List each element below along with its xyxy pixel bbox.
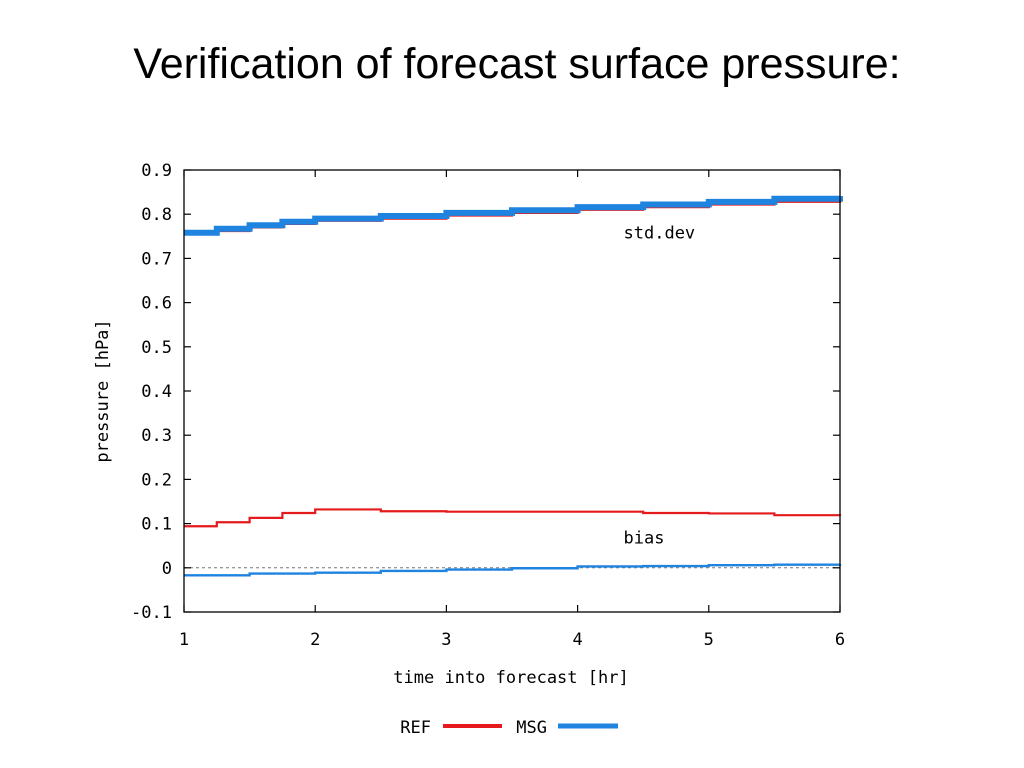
y-tick-label: 0.6	[141, 294, 172, 314]
series-line-bias-ref	[184, 508, 842, 528]
y-axis-label: pressure [hPa]	[93, 319, 113, 462]
x-axis-label: time into forecast [hr]	[393, 668, 628, 688]
y-tick-label: 0	[162, 559, 172, 579]
y-tick-label: -0.1	[131, 603, 172, 623]
x-tick-label: 5	[704, 630, 714, 650]
y-tick-labels: -0.1 0 0.1 0.2 0.3 0.4 0.5 0.6 0.7 0.8 0.9	[131, 161, 172, 623]
ticks-group	[183, 169, 841, 613]
series-line-stddev-msg	[184, 195, 843, 236]
legend-label-msg: MSG	[516, 718, 547, 738]
x-tick-label: 6	[835, 630, 845, 650]
y-tick-label: 0.3	[141, 426, 172, 446]
y-tick-label: 0.2	[141, 470, 172, 490]
slide-title: Verification of forecast surface pressur…	[133, 40, 901, 88]
y-tick-label: 0.9	[141, 161, 172, 181]
annotation-bias: bias	[624, 528, 665, 548]
x-tick-label: 3	[441, 630, 451, 650]
series-line-bias-msg	[184, 563, 842, 577]
y-tick-label: 0.8	[141, 205, 172, 225]
annotation-std-dev: std.dev	[624, 224, 696, 244]
series-group	[184, 195, 843, 577]
x-tick-label: 4	[572, 630, 582, 650]
y-tick-label: 0.1	[141, 515, 172, 535]
annotations-group: std.dev bias	[624, 224, 696, 549]
y-tick-label: 0.7	[141, 249, 172, 269]
plot-frame	[183, 169, 841, 613]
x-tick-labels: 1 2 3 4 5 6	[179, 630, 845, 650]
y-tick-label: 0.4	[141, 382, 172, 402]
y-tick-label: 0.5	[141, 338, 172, 358]
legend-label-ref: REF	[400, 718, 431, 738]
legend: REF MSG	[400, 718, 618, 738]
x-tick-label: 2	[310, 630, 320, 650]
x-tick-label: 1	[179, 630, 189, 650]
